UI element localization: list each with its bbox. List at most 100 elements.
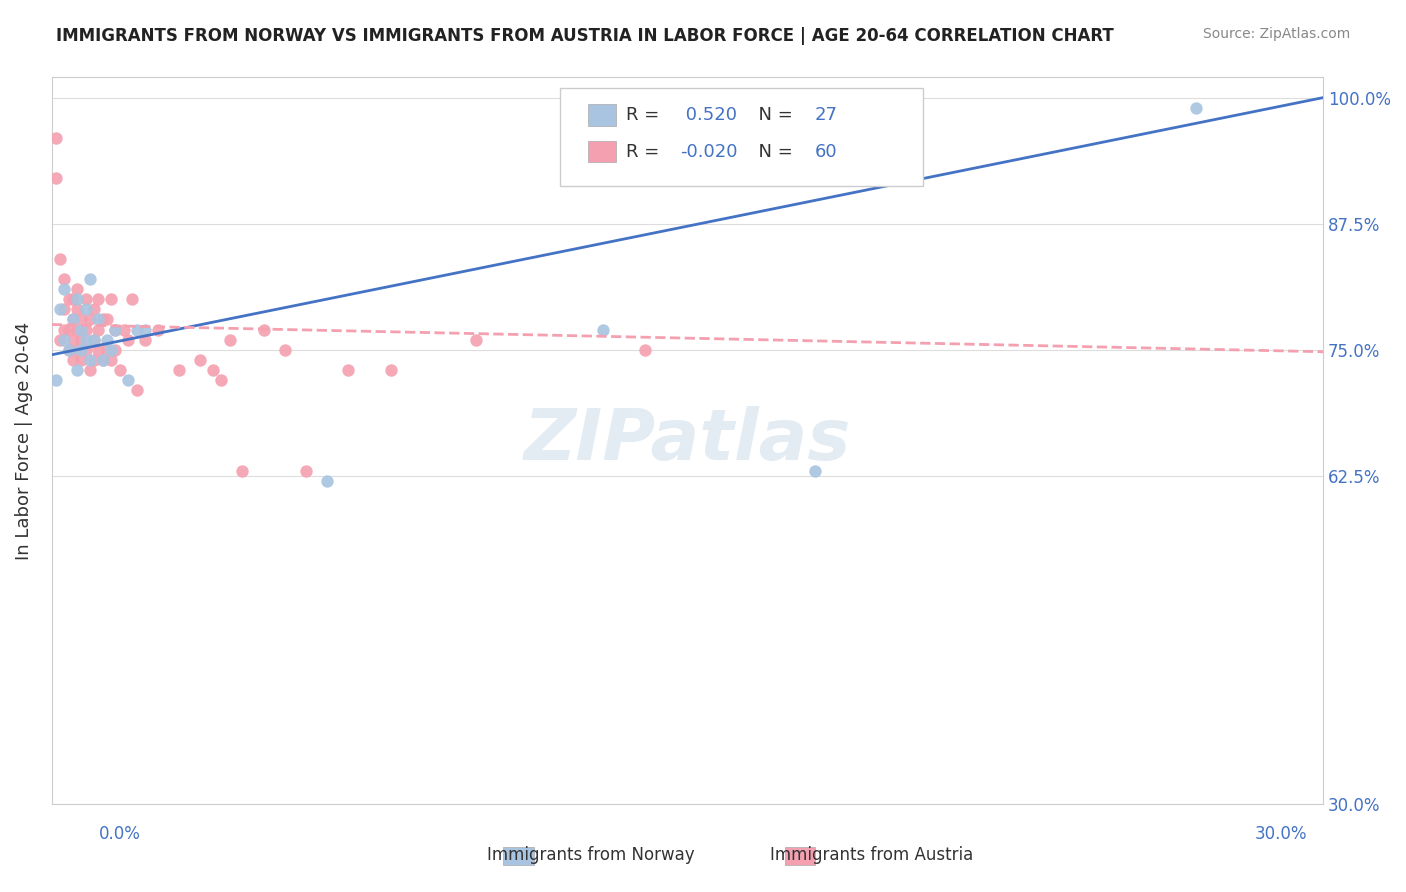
Text: N =: N =	[747, 143, 799, 161]
Point	[70, 333, 93, 347]
Point	[53, 272, 76, 286]
FancyBboxPatch shape	[561, 88, 922, 186]
Point	[380, 363, 402, 377]
Point	[70, 312, 93, 326]
Text: -0.020: -0.020	[681, 143, 737, 161]
Point	[146, 322, 169, 336]
FancyBboxPatch shape	[588, 104, 616, 126]
Text: R =: R =	[627, 143, 665, 161]
Point	[91, 352, 114, 367]
Point	[1185, 101, 1208, 115]
Text: 27: 27	[814, 106, 838, 124]
Point	[87, 312, 110, 326]
Point	[53, 322, 76, 336]
Point	[75, 302, 97, 317]
Point	[134, 333, 156, 347]
Point	[62, 293, 84, 307]
FancyBboxPatch shape	[588, 141, 616, 162]
Point	[104, 322, 127, 336]
Point	[96, 333, 118, 347]
Point	[104, 343, 127, 357]
Point	[100, 352, 122, 367]
Point	[66, 322, 89, 336]
Point	[96, 343, 118, 357]
Text: ZIPatlas: ZIPatlas	[524, 406, 851, 475]
Point	[75, 343, 97, 357]
Point	[53, 302, 76, 317]
Point	[58, 343, 80, 357]
Point	[75, 333, 97, 347]
Point	[125, 383, 148, 397]
Point	[337, 363, 360, 377]
Point	[45, 131, 67, 145]
Point	[79, 352, 101, 367]
Point	[83, 352, 105, 367]
Point	[87, 322, 110, 336]
Text: 30.0%: 30.0%	[1256, 825, 1308, 843]
Point	[49, 302, 72, 317]
Point	[70, 343, 93, 357]
Point	[62, 352, 84, 367]
Point	[79, 312, 101, 326]
Point	[316, 474, 339, 488]
Point	[87, 343, 110, 357]
Text: 0.0%: 0.0%	[98, 825, 141, 843]
Point	[803, 464, 825, 478]
Point	[66, 343, 89, 357]
Point	[83, 333, 105, 347]
Point	[58, 343, 80, 357]
Text: IMMIGRANTS FROM NORWAY VS IMMIGRANTS FROM AUSTRIA IN LABOR FORCE | AGE 20-64 COR: IMMIGRANTS FROM NORWAY VS IMMIGRANTS FRO…	[56, 27, 1114, 45]
Point	[117, 373, 139, 387]
Point	[49, 333, 72, 347]
Point	[634, 343, 657, 357]
Point	[70, 352, 93, 367]
Point	[100, 343, 122, 357]
Point	[53, 333, 76, 347]
Point	[125, 322, 148, 336]
Y-axis label: In Labor Force | Age 20-64: In Labor Force | Age 20-64	[15, 321, 32, 559]
Point	[188, 352, 211, 367]
Point	[75, 293, 97, 307]
Point	[100, 293, 122, 307]
Point	[70, 322, 93, 336]
Point	[79, 272, 101, 286]
Point	[96, 312, 118, 326]
Point	[167, 363, 190, 377]
Point	[83, 333, 105, 347]
Text: Source: ZipAtlas.com: Source: ZipAtlas.com	[1202, 27, 1350, 41]
Point	[45, 373, 67, 387]
Point	[58, 293, 80, 307]
Point	[91, 352, 114, 367]
Point	[218, 333, 240, 347]
Point	[75, 322, 97, 336]
Point	[66, 293, 89, 307]
Point	[464, 333, 486, 347]
Point	[112, 322, 135, 336]
Point	[49, 252, 72, 266]
Point	[592, 322, 614, 336]
Point	[53, 282, 76, 296]
Point	[121, 293, 143, 307]
Text: 60: 60	[814, 143, 837, 161]
Point	[83, 302, 105, 317]
Point	[62, 312, 84, 326]
Point	[117, 333, 139, 347]
Point	[66, 302, 89, 317]
Point	[62, 333, 84, 347]
Text: R =: R =	[627, 106, 665, 124]
Point	[79, 363, 101, 377]
Point	[108, 363, 131, 377]
Text: 0.520: 0.520	[681, 106, 737, 124]
Point	[134, 322, 156, 336]
Point	[201, 363, 224, 377]
Point	[58, 322, 80, 336]
Point	[87, 293, 110, 307]
Point	[253, 322, 276, 336]
Point	[209, 373, 232, 387]
Point	[91, 312, 114, 326]
Point	[231, 464, 253, 478]
Text: N =: N =	[747, 106, 799, 124]
Point	[66, 282, 89, 296]
Point	[62, 312, 84, 326]
Text: Immigrants from Austria: Immigrants from Austria	[770, 846, 973, 863]
